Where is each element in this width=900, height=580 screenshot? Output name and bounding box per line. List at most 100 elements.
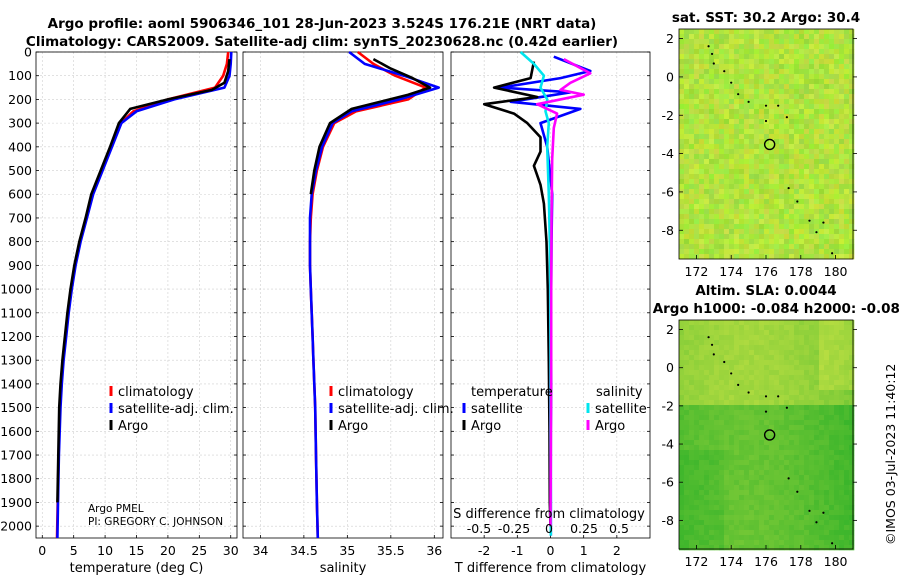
- heatmap-cell: [739, 525, 745, 531]
- heatmap-cell: [699, 350, 705, 356]
- heatmap-cell: [834, 84, 840, 90]
- heatmap-cell: [689, 530, 695, 536]
- heatmap-cell: [784, 209, 790, 215]
- heatmap-cell: [679, 254, 685, 260]
- heatmap-cell: [729, 189, 735, 195]
- heatmap-cell: [769, 460, 775, 466]
- heatmap-cell: [789, 159, 795, 165]
- x-tick-label: 35: [339, 543, 355, 558]
- heatmap-cell: [724, 34, 730, 40]
- heatmap-cell: [704, 189, 710, 195]
- heatmap-cell: [689, 360, 695, 366]
- heatmap-cell: [839, 545, 845, 551]
- heatmap-cell: [779, 435, 785, 441]
- heatmap-cell: [789, 74, 795, 80]
- heatmap-cell: [839, 530, 845, 536]
- heatmap-cell: [744, 515, 750, 521]
- heatmap-cell: [799, 69, 805, 75]
- heatmap-cell: [834, 380, 840, 386]
- heatmap-cell: [739, 465, 745, 471]
- heatmap-cell: [684, 375, 690, 381]
- heatmap-cell: [804, 224, 810, 230]
- heatmap-cell: [749, 79, 755, 85]
- heatmap-cell: [699, 455, 705, 461]
- heatmap-cell: [689, 470, 695, 476]
- heatmap-cell: [834, 470, 840, 476]
- heatmap-cell: [819, 325, 825, 331]
- heatmap-cell: [754, 520, 760, 526]
- heatmap-cell: [814, 174, 820, 180]
- heatmap-cell: [729, 405, 735, 411]
- heatmap-cell: [849, 229, 855, 235]
- heatmap-cell: [844, 385, 850, 391]
- y-tick-label: 1900: [0, 495, 32, 510]
- heatmap-cell: [724, 370, 730, 376]
- heatmap-cell: [829, 340, 835, 346]
- heatmap-cell: [729, 229, 735, 235]
- heatmap-cell: [754, 390, 760, 396]
- heatmap-cell: [739, 189, 745, 195]
- heatmap-cell: [819, 435, 825, 441]
- heatmap-cell: [699, 149, 705, 155]
- heatmap-cell: [824, 475, 830, 481]
- heatmap-cell: [839, 204, 845, 210]
- heatmap-cell: [694, 320, 700, 326]
- heatmap-cell: [719, 470, 725, 476]
- heatmap-cell: [789, 254, 795, 260]
- heatmap-cell: [739, 340, 745, 346]
- heatmap-cell: [749, 525, 755, 531]
- heatmap-cell: [744, 119, 750, 125]
- heatmap-cell: [789, 214, 795, 220]
- heatmap-cell: [749, 199, 755, 205]
- heatmap-cell: [824, 134, 830, 140]
- heatmap-cell: [774, 470, 780, 476]
- heatmap-cell: [729, 340, 735, 346]
- heatmap-cell: [689, 415, 695, 421]
- heatmap-cell: [684, 340, 690, 346]
- heatmap-cell: [784, 229, 790, 235]
- heatmap-cell: [734, 64, 740, 70]
- heatmap-cell: [774, 124, 780, 130]
- heatmap-cell: [819, 495, 825, 501]
- heatmap-cell: [704, 74, 710, 80]
- heatmap-cell: [734, 335, 740, 341]
- heatmap-cell: [749, 109, 755, 115]
- heatmap-cell: [809, 455, 815, 461]
- heatmap-cell: [684, 510, 690, 516]
- heatmap-cell: [694, 475, 700, 481]
- heatmap-cell: [699, 144, 705, 150]
- heatmap-cell: [729, 214, 735, 220]
- heatmap-cell: [774, 194, 780, 200]
- heatmap-cell: [769, 29, 775, 35]
- heatmap-cell: [729, 64, 735, 70]
- heatmap-cell: [699, 209, 705, 215]
- heatmap-cell: [684, 134, 690, 140]
- heatmap-cell: [724, 380, 730, 386]
- heatmap-cell: [849, 435, 855, 441]
- heatmap-cell: [779, 159, 785, 165]
- heatmap-cell: [704, 64, 710, 70]
- heatmap-cell: [759, 174, 765, 180]
- heatmap-cell: [779, 510, 785, 516]
- heatmap-cell: [804, 164, 810, 170]
- heatmap-cell: [809, 540, 815, 546]
- heatmap-cell: [764, 64, 770, 70]
- heatmap-cell: [714, 375, 720, 381]
- heatmap-cell: [829, 450, 835, 456]
- heatmap-cell: [849, 179, 855, 185]
- heatmap-cell: [724, 430, 730, 436]
- heatmap-cell: [709, 335, 715, 341]
- heatmap-cell: [749, 219, 755, 225]
- heatmap-cell: [739, 219, 745, 225]
- heatmap-cell: [789, 420, 795, 426]
- heatmap-cell: [779, 530, 785, 536]
- heatmap-cell: [789, 234, 795, 240]
- heatmap-cell: [829, 139, 835, 145]
- heatmap-cell: [694, 29, 700, 35]
- heatmap-cell: [724, 184, 730, 190]
- heatmap-cell: [849, 34, 855, 40]
- heatmap-cell: [789, 460, 795, 466]
- heatmap-cell: [774, 49, 780, 55]
- heatmap-cell: [814, 59, 820, 65]
- heatmap-cell: [779, 214, 785, 220]
